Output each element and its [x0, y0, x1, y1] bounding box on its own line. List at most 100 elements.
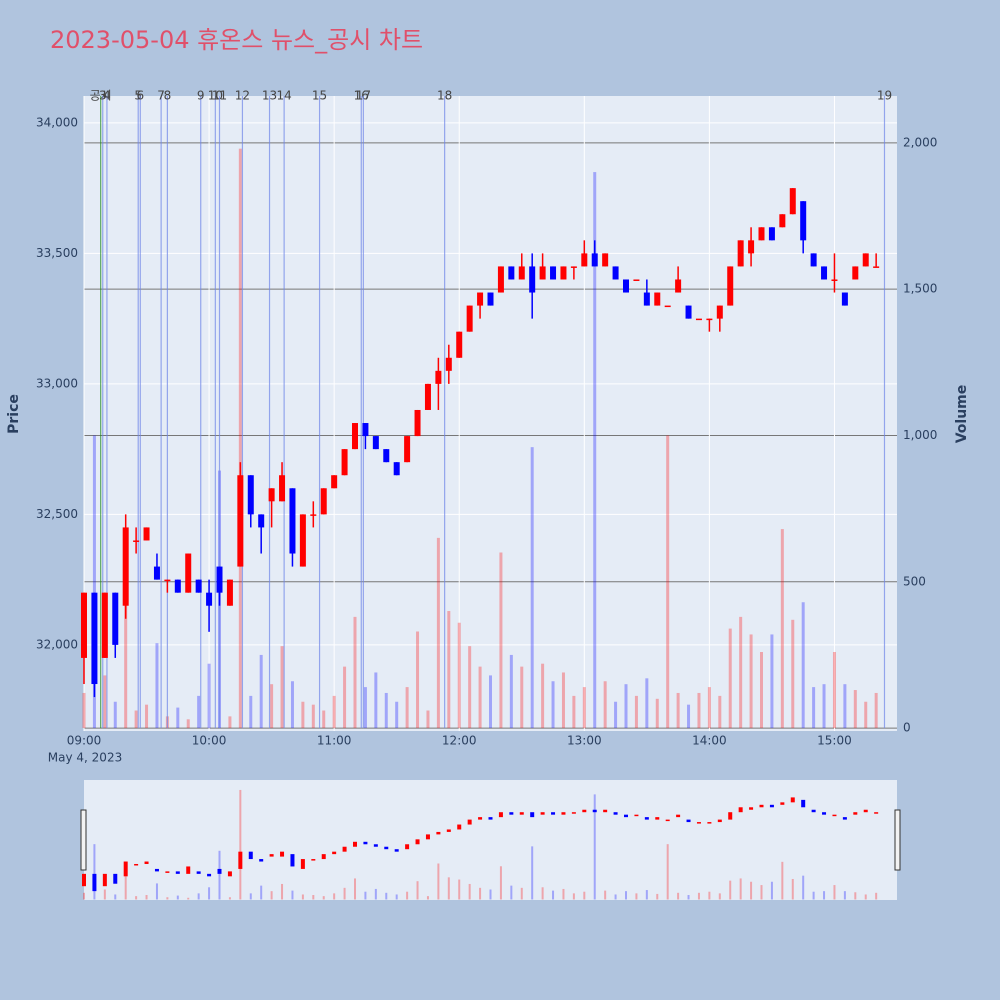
mini-candle: [186, 866, 191, 874]
candle-body: [445, 357, 452, 371]
candle-body: [372, 436, 379, 450]
mini-volume-bar: [416, 881, 419, 900]
mini-candle: [248, 851, 253, 860]
volume-bar: [384, 692, 388, 729]
mini-volume-bar: [677, 892, 680, 900]
mini-volume-bar: [697, 892, 700, 900]
mini-volume-bar: [187, 897, 190, 900]
marker-label: 4: [103, 89, 111, 103]
volume-bar: [489, 675, 492, 729]
volume-bar: [238, 148, 242, 729]
mini-volume-bar: [135, 896, 138, 900]
marker-label: 13: [262, 89, 277, 103]
candle-body: [393, 462, 400, 476]
mini-volume-bar: [312, 895, 315, 900]
y-tick-label: 32,000: [36, 637, 78, 651]
y2-tick-label: 1,500: [903, 282, 937, 296]
mini-candle: [780, 802, 785, 805]
candle-body: [331, 475, 338, 489]
volume-bar: [760, 651, 763, 729]
mini-volume-bar: [604, 890, 607, 900]
mini-volume-bar: [708, 891, 711, 900]
mini-volume-bar: [781, 861, 784, 900]
volume-bar: [249, 695, 253, 729]
marker-label: 14: [276, 89, 291, 103]
mini-candle: [665, 819, 670, 822]
mini-candle: [853, 812, 858, 815]
mini-candle: [728, 812, 733, 820]
candle-body: [789, 188, 796, 215]
mini-volume-bar: [260, 885, 263, 900]
candle-body: [362, 423, 369, 437]
candle-body: [268, 488, 275, 502]
volume-bar: [426, 710, 430, 729]
volume-bar: [832, 651, 836, 729]
candle-body: [591, 253, 598, 267]
marker-label: 17: [356, 89, 371, 103]
volume-bar: [739, 616, 743, 729]
volume-bar: [259, 654, 263, 729]
volume-bar: [416, 631, 420, 729]
marker-label: 5: [134, 89, 142, 103]
volume-bar: [478, 666, 482, 729]
mini-volume-bar: [531, 846, 534, 900]
mini-candle: [634, 814, 639, 817]
mini-candle: [686, 819, 691, 823]
volume-bar: [874, 692, 878, 729]
candle-body: [133, 540, 140, 542]
volume-bar: [801, 602, 805, 729]
mini-volume-bar: [510, 885, 513, 900]
mini-volume-bar: [114, 894, 117, 900]
mini-candle: [738, 807, 743, 813]
candle-body: [112, 592, 119, 645]
marker-label: 18: [437, 89, 452, 103]
volume-bar: [353, 616, 357, 729]
mini-candle: [874, 812, 879, 814]
volume-bar: [812, 687, 816, 729]
volume-bar: [624, 684, 628, 729]
mini-volume-bar: [468, 883, 471, 900]
candle-body: [675, 279, 682, 293]
volume-bar: [541, 663, 545, 729]
mini-candle: [113, 873, 118, 884]
volume-bar: [655, 698, 659, 729]
volume-bar: [82, 692, 86, 729]
mini-candle: [551, 812, 556, 815]
volume-bar: [718, 695, 722, 729]
mini-volume-bar: [406, 891, 409, 900]
mini-volume-bar: [583, 891, 586, 900]
x-tick-label: 09:00: [67, 734, 102, 748]
mini-volume-bar: [541, 887, 544, 900]
candle-body: [529, 266, 536, 293]
mini-volume-bar: [864, 894, 867, 900]
candle-body: [550, 266, 557, 280]
candle-body: [831, 279, 838, 281]
volume-bar: [468, 646, 472, 729]
marker-label: 3: [99, 89, 107, 103]
mini-candle: [603, 809, 608, 813]
mini-volume-bar: [593, 794, 596, 900]
marker-label: 19: [877, 89, 892, 103]
mini-volume-bar: [750, 881, 753, 900]
mini-candle: [644, 817, 649, 820]
candle-body: [602, 253, 609, 267]
mini-candle: [123, 861, 128, 877]
y-axis-title: Price: [6, 394, 22, 434]
mini-candle: [311, 859, 316, 861]
range-handle-left[interactable]: [80, 809, 87, 871]
candle-body: [664, 305, 671, 308]
volume-bar: [530, 447, 534, 729]
mini-volume-bar: [322, 896, 325, 900]
range-slider[interactable]: [84, 780, 897, 900]
mini-volume-bar: [791, 878, 794, 900]
candle-body: [623, 279, 629, 293]
mini-volume-bar: [145, 895, 148, 900]
mini-candle: [144, 861, 149, 864]
mini-volume-bar: [301, 894, 304, 900]
mini-candle: [394, 849, 399, 852]
mini-candle: [102, 873, 107, 887]
candle-body: [862, 253, 869, 267]
marker-label: 9: [197, 89, 205, 103]
range-handle-right[interactable]: [894, 809, 901, 871]
